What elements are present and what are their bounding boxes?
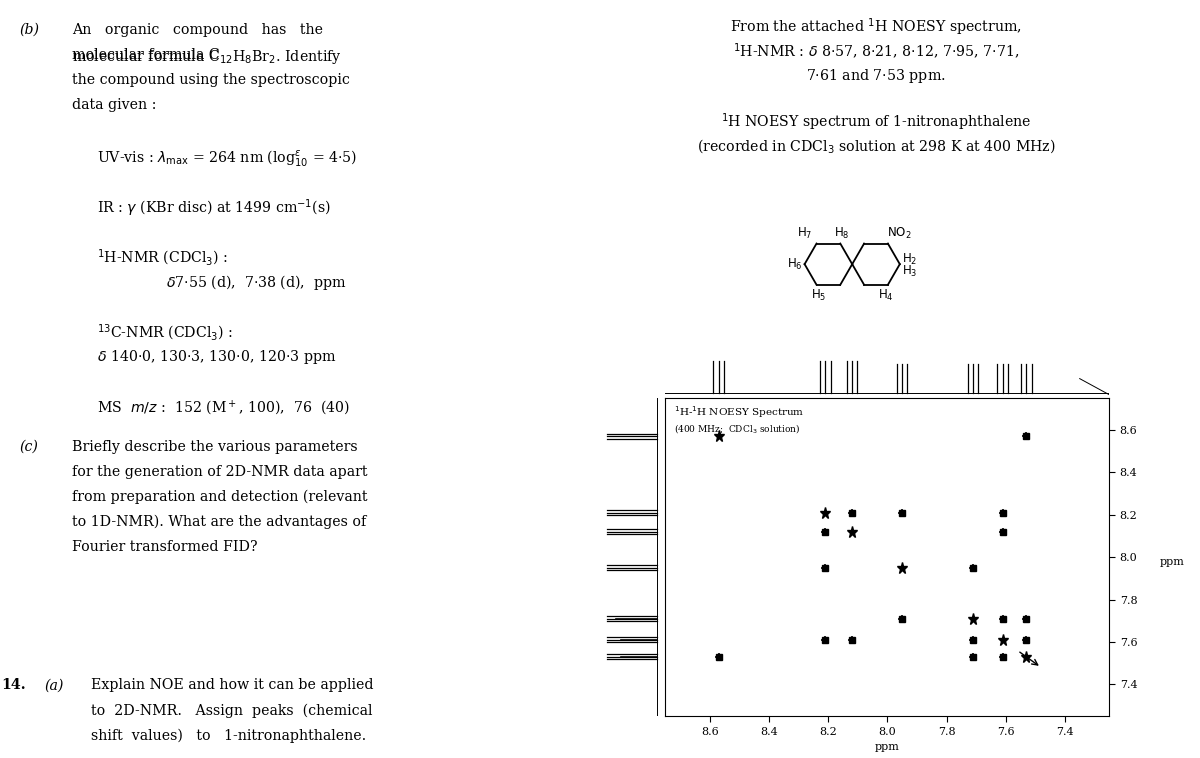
Text: Explain NOE and how it can be applied: Explain NOE and how it can be applied (91, 678, 373, 692)
Text: $\delta$ 140$\cdot$0, 130$\cdot$3, 130$\cdot$0, 120$\cdot$3 ppm: $\delta$ 140$\cdot$0, 130$\cdot$3, 130$\… (96, 348, 336, 366)
Text: shift  values)   to   1-nitronaphthalene.: shift values) to 1-nitronaphthalene. (91, 728, 366, 743)
Text: $^1$H NOESY spectrum of 1-nitronaphthalene: $^1$H NOESY spectrum of 1-nitronaphthale… (721, 111, 1031, 133)
Text: Fourier transformed FID?: Fourier transformed FID? (72, 540, 257, 553)
Text: UV-vis : $\lambda_{\mathrm{max}}$ = 264 nm (log$_{10}^{\varepsilon}$ = 4$\cdot$5: UV-vis : $\lambda_{\mathrm{max}}$ = 264 … (96, 148, 356, 168)
Text: H$_4$: H$_4$ (877, 288, 893, 303)
Text: for the generation of 2D-NMR data apart: for the generation of 2D-NMR data apart (72, 465, 367, 478)
Text: from preparation and detection (relevant: from preparation and detection (relevant (72, 490, 367, 504)
Text: H$_2$: H$_2$ (902, 252, 918, 267)
Y-axis label: ppm: ppm (1159, 557, 1184, 567)
Text: the compound using the spectroscopic: the compound using the spectroscopic (72, 73, 349, 86)
Text: From the attached $^1$H NOESY spectrum,: From the attached $^1$H NOESY spectrum, (730, 17, 1022, 38)
Text: data given :: data given : (72, 98, 156, 111)
Text: $^1$H-NMR (CDCl$_3$) :: $^1$H-NMR (CDCl$_3$) : (96, 248, 228, 268)
Text: to 1D-NMR). What are the advantages of: to 1D-NMR). What are the advantages of (72, 515, 366, 529)
Text: H$_3$: H$_3$ (902, 264, 918, 279)
Text: molecular formula C$_{12}$H$_8$Br$_2$. Identify: molecular formula C$_{12}$H$_8$Br$_2$. I… (72, 48, 342, 66)
Text: H$_5$: H$_5$ (811, 288, 827, 303)
Text: NO$_2$: NO$_2$ (887, 226, 911, 241)
Text: molecular formula C: molecular formula C (72, 48, 220, 61)
Text: IR : $\gamma$ (KBr disc) at 1499 cm$^{-1}$(s): IR : $\gamma$ (KBr disc) at 1499 cm$^{-1… (96, 198, 330, 219)
Text: (400 MHz;  CDCl$_3$ solution): (400 MHz; CDCl$_3$ solution) (674, 424, 800, 437)
Text: An   organic   compound   has   the: An organic compound has the (72, 23, 323, 36)
Text: $^1$H-$^1$H NOESY Spectrum: $^1$H-$^1$H NOESY Spectrum (674, 404, 805, 420)
Text: (c): (c) (19, 440, 38, 453)
Text: (recorded in CDCl$_3$ solution at 298 K at 400 MHz): (recorded in CDCl$_3$ solution at 298 K … (697, 136, 1055, 155)
Text: (b): (b) (19, 23, 40, 36)
Text: to  2D-NMR.   Assign  peaks  (chemical: to 2D-NMR. Assign peaks (chemical (91, 703, 372, 718)
Text: $\delta$7$\cdot$55 (d),  7$\cdot$38 (d),  ppm: $\delta$7$\cdot$55 (d), 7$\cdot$38 (d), … (166, 273, 346, 292)
Text: Briefly describe the various parameters: Briefly describe the various parameters (72, 440, 358, 453)
Text: MS  $m/z$ :  152 (M$^+$, 100),  76  (40): MS $m/z$ : 152 (M$^+$, 100), 76 (40) (96, 398, 349, 417)
Text: H$_6$: H$_6$ (786, 257, 803, 271)
Text: H$_8$: H$_8$ (834, 226, 850, 241)
Text: $^{13}$C-NMR (CDCl$_3$) :: $^{13}$C-NMR (CDCl$_3$) : (96, 323, 233, 343)
Text: $^1$H-NMR : $\delta$ 8$\cdot$57, 8$\cdot$21, 8$\cdot$12, 7$\cdot$95, 7$\cdot$71,: $^1$H-NMR : $\delta$ 8$\cdot$57, 8$\cdot… (733, 42, 1019, 61)
Text: (a): (a) (44, 678, 64, 692)
Text: 7$\cdot$61 and 7$\cdot$53 ppm.: 7$\cdot$61 and 7$\cdot$53 ppm. (806, 67, 946, 85)
Text: H$_7$: H$_7$ (798, 226, 812, 241)
X-axis label: ppm: ppm (875, 742, 900, 752)
Text: 14.: 14. (1, 678, 25, 692)
